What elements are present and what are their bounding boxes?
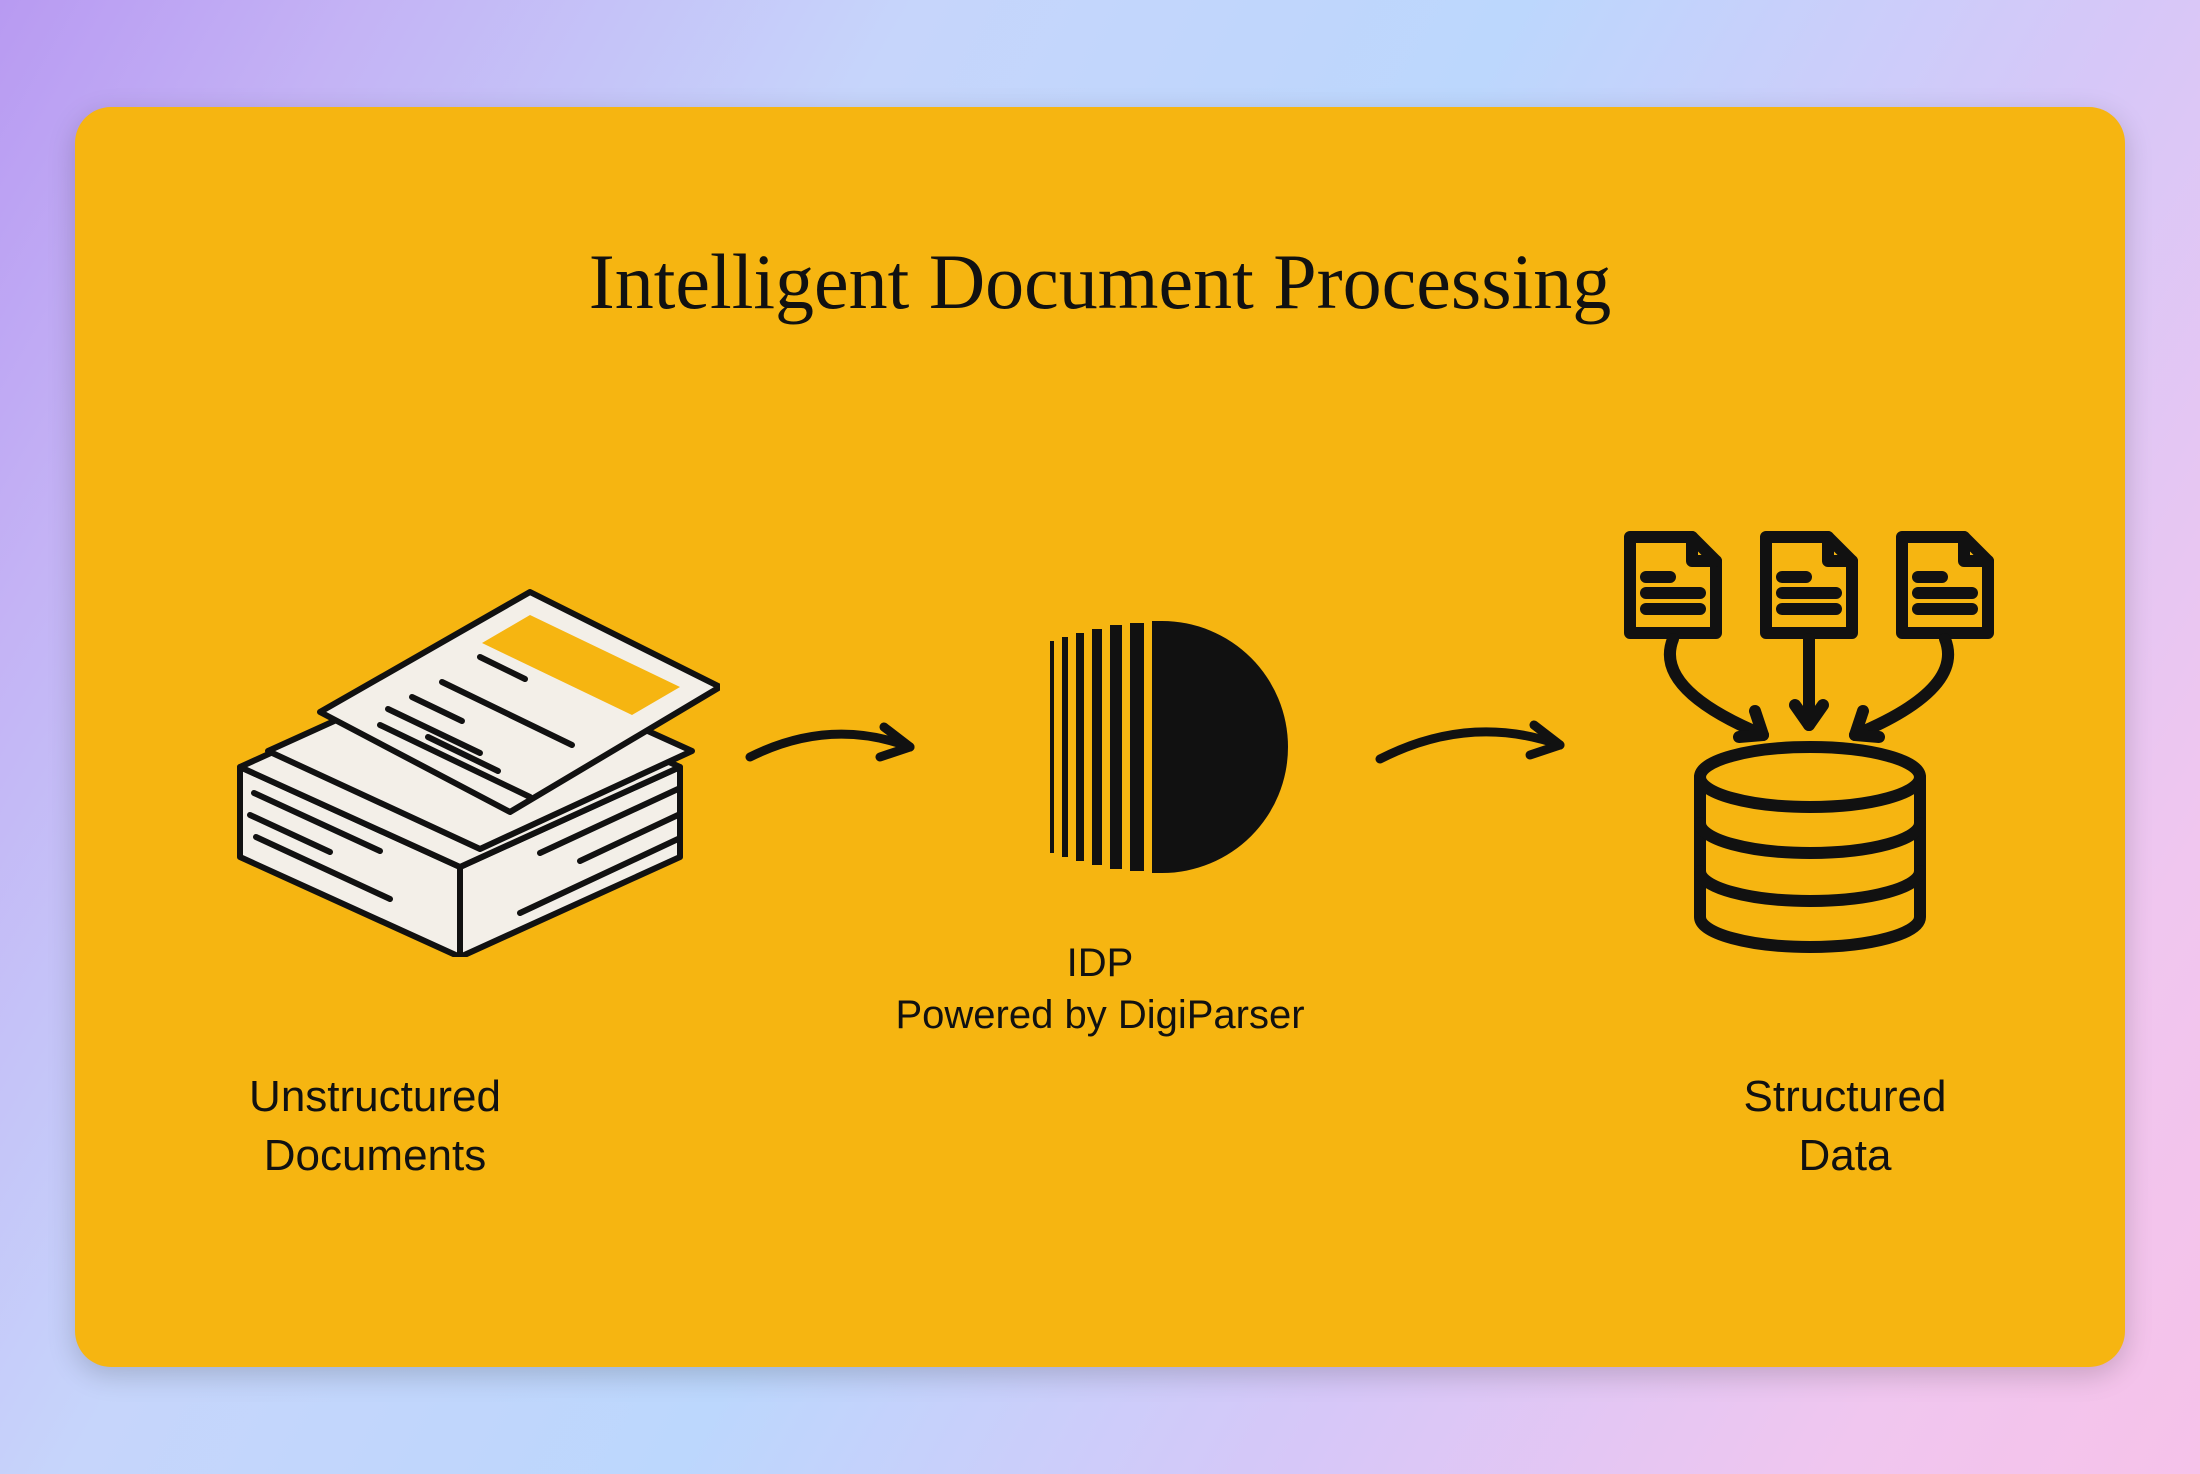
caption-structured-line1: Structured: [1665, 1067, 2025, 1126]
node-unstructured: [170, 537, 730, 957]
infographic-card: Intelligent Document Processing: [75, 107, 2125, 1367]
files-to-database-icon: [1600, 527, 2020, 967]
arrow-right-icon: [1370, 707, 1590, 787]
page-title: Intelligent Document Processing: [75, 237, 2125, 327]
caption-structured: Structured Data: [1665, 1067, 2025, 1186]
caption-unstructured: Unstructured Documents: [165, 1067, 585, 1186]
paper-stack-icon: [180, 537, 720, 957]
caption-unstructured-line2: Documents: [165, 1126, 585, 1185]
caption-structured-line2: Data: [1665, 1126, 2025, 1185]
digiparser-logo-icon: [1010, 597, 1310, 897]
arrow-right-icon: [740, 707, 940, 787]
caption-idp: IDP Powered by DigiParser: [800, 937, 1400, 1041]
flow-arrow-1: [730, 707, 950, 787]
caption-unstructured-line1: Unstructured: [165, 1067, 585, 1126]
node-structured: [1590, 527, 2030, 967]
flow-stage: [75, 477, 2125, 1017]
captions-row: Unstructured Documents Structured Data: [75, 1067, 2125, 1186]
caption-idp-line1: IDP: [800, 937, 1400, 989]
caption-idp-line2: Powered by DigiParser: [800, 989, 1400, 1041]
flow-arrow-2: [1370, 707, 1590, 787]
node-idp: [950, 597, 1370, 897]
